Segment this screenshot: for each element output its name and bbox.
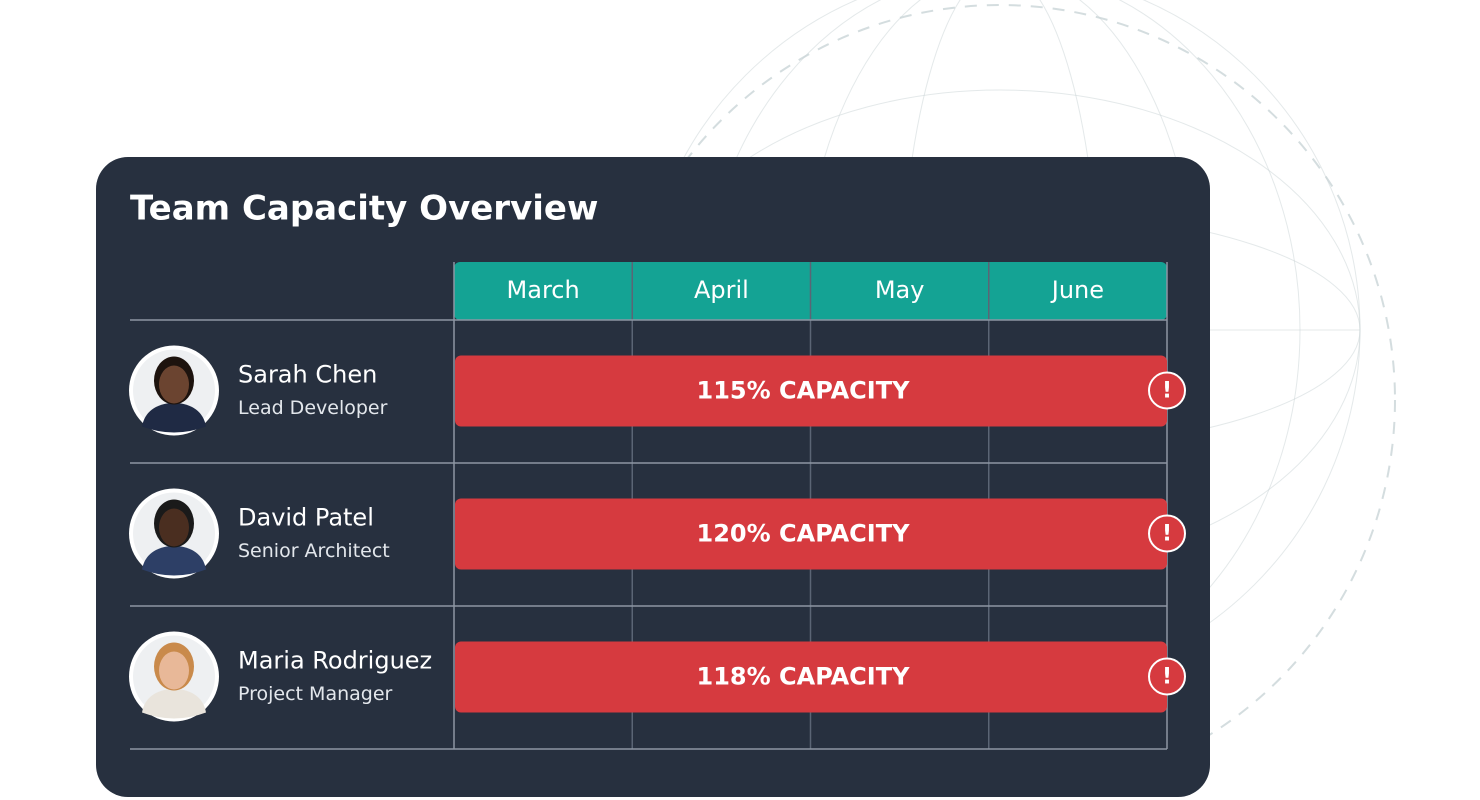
month-label: April [694, 276, 749, 304]
capacity-bar [455, 355, 1167, 427]
alert-mark: ! [1162, 522, 1172, 547]
avatar [129, 488, 219, 579]
member-role: Lead Developer [238, 397, 388, 419]
capacity-bar [455, 498, 1167, 570]
member-role: Project Manager [238, 683, 393, 705]
avatar-body [142, 545, 206, 576]
capacity-label: 118% CAPACITY [697, 663, 911, 691]
member-name: Maria Rodriguez [238, 647, 432, 675]
avatar-body [142, 402, 206, 433]
avatar [129, 631, 219, 722]
capacity-label: 120% CAPACITY [697, 520, 911, 548]
card-title: Team Capacity Overview [130, 189, 598, 229]
capacity-bar [455, 641, 1167, 713]
alert-mark: ! [1162, 665, 1172, 690]
avatar [129, 345, 219, 436]
alert-icon [1148, 514, 1186, 553]
month-label: May [875, 276, 925, 304]
member-name: Sarah Chen [238, 361, 377, 389]
member-name: David Patel [238, 504, 374, 532]
avatar-face [159, 508, 189, 547]
avatar-face [159, 365, 189, 404]
alert-mark: ! [1162, 379, 1172, 404]
capacity-label: 115% CAPACITY [697, 377, 911, 405]
alert-icon [1148, 371, 1186, 410]
month-label: March [507, 276, 580, 304]
month-label: June [1050, 276, 1104, 304]
alert-icon [1148, 657, 1186, 696]
avatar-body [142, 688, 206, 719]
avatar-face [159, 651, 189, 690]
member-role: Senior Architect [238, 540, 390, 562]
